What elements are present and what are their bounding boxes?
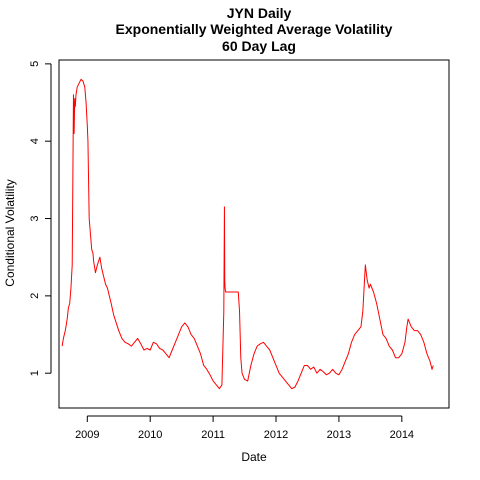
- chart-subtitle-2: 60 Day Lag: [222, 38, 296, 54]
- chart-subtitle: Exponentially Weighted Average Volatilit…: [116, 21, 393, 37]
- series-layer: [61, 78, 434, 390]
- y-tick-label: 5: [29, 61, 41, 67]
- x-tick-label: 2009: [75, 429, 99, 441]
- x-tick-label: 2010: [138, 429, 162, 441]
- y-tick-label: 4: [29, 138, 41, 144]
- plot-frame: [58, 59, 450, 409]
- x-tick-label: 2014: [390, 429, 414, 441]
- y-tick-label: 2: [29, 293, 41, 299]
- y-tick-label: 1: [29, 370, 41, 376]
- x-tick-label: 2013: [327, 429, 351, 441]
- x-tick-label: 2011: [201, 429, 225, 441]
- y-axis-label: Conditional Volatility: [3, 179, 17, 286]
- x-axis: 2009 2010 2011 2012 2013 2014: [75, 415, 414, 441]
- chart-title: JYN Daily: [227, 5, 292, 21]
- x-axis-label: Date: [241, 450, 267, 464]
- volatility-series-line: [61, 78, 434, 390]
- y-axis: 1 2 3 4 5: [29, 61, 52, 376]
- x-tick-label: 2012: [264, 429, 288, 441]
- y-tick-label: 3: [29, 215, 41, 221]
